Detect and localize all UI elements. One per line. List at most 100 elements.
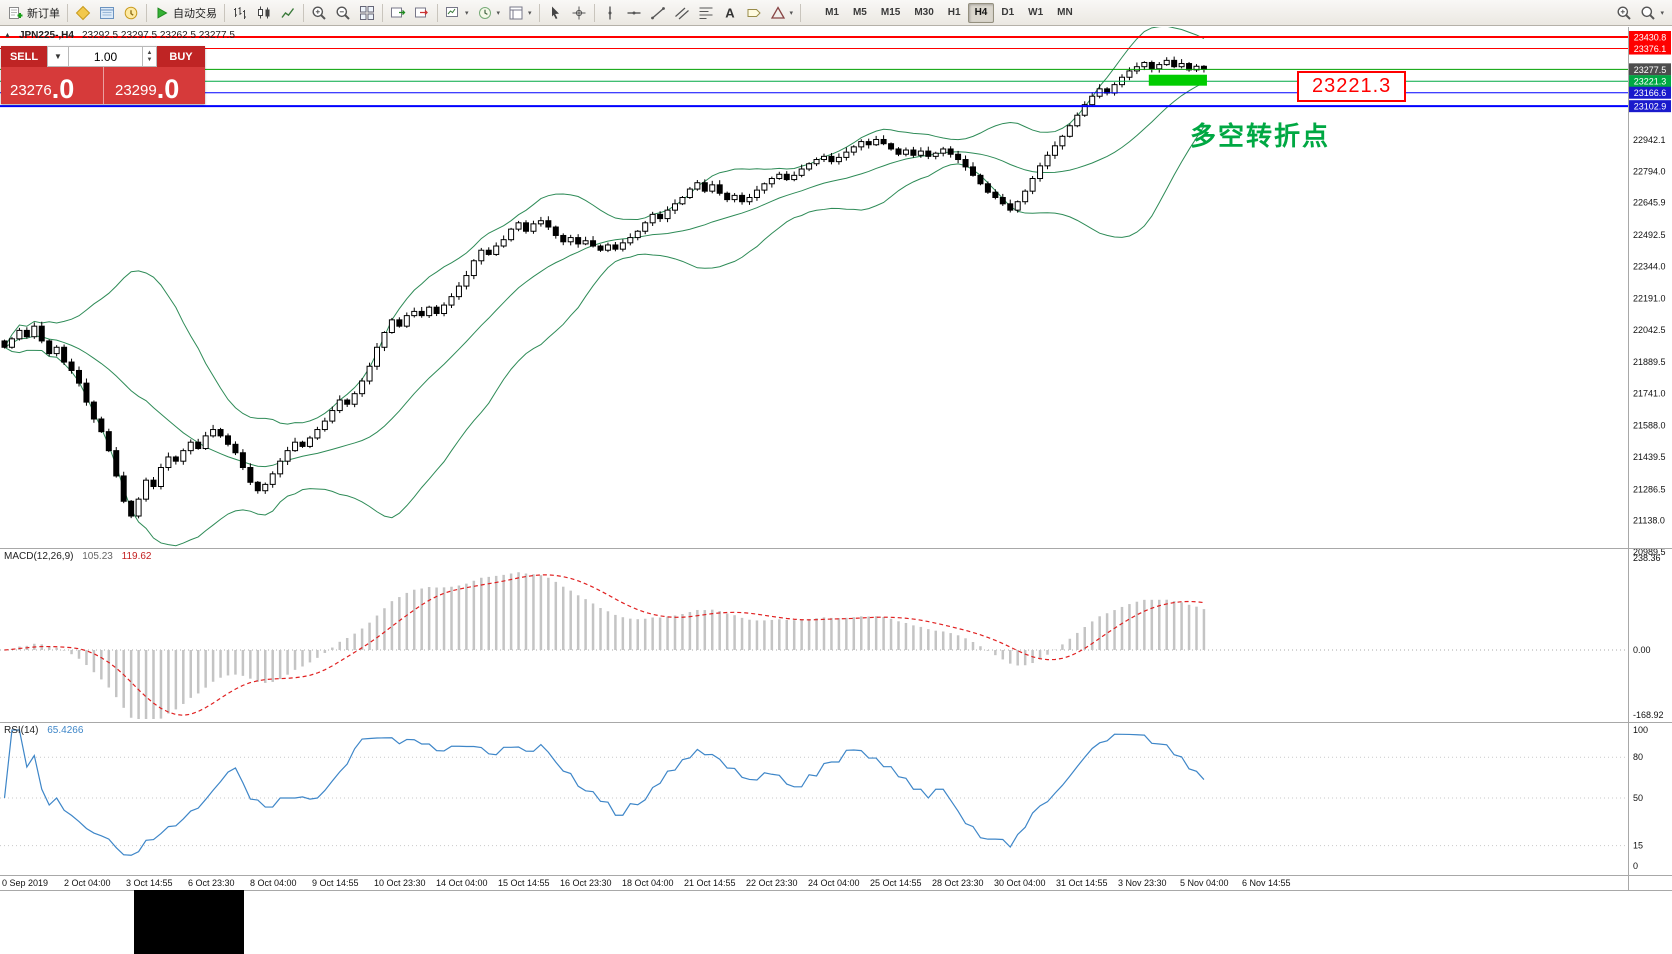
svg-text:100: 100 xyxy=(1633,725,1648,735)
shapes-icon xyxy=(770,5,786,21)
svg-text:21741.0: 21741.0 xyxy=(1633,388,1666,398)
svg-text:21 Oct 14:55: 21 Oct 14:55 xyxy=(684,878,736,888)
tile-windows-button[interactable] xyxy=(355,2,379,24)
vertical-line-button[interactable] xyxy=(598,2,622,24)
macd-signal-line xyxy=(4,574,1205,716)
svg-text:23221.3: 23221.3 xyxy=(1634,77,1667,87)
autoscroll-button[interactable] xyxy=(386,2,410,24)
indicators-button[interactable]: ▾ xyxy=(441,2,473,24)
text-button[interactable]: A xyxy=(718,2,742,24)
line-chart-button[interactable] xyxy=(276,2,300,24)
one-click-toggle[interactable]: ▲ xyxy=(4,32,11,39)
timeframe-button-d1[interactable]: D1 xyxy=(1001,6,1015,18)
chart-shift-button[interactable] xyxy=(410,2,434,24)
timeframe-button-w1[interactable]: W1 xyxy=(1028,6,1044,18)
symbol-info-bar: ▲ JPN225-,H4 23292.5 23297.5 23262.5 232… xyxy=(4,30,235,41)
svg-text:14 Oct 04:00: 14 Oct 04:00 xyxy=(436,878,488,888)
timeframe-button-m5[interactable]: M5 xyxy=(852,6,867,18)
highlight-zone[interactable] xyxy=(1148,74,1207,86)
toolbar-separator xyxy=(303,3,304,22)
periods-button[interactable]: ▾ xyxy=(473,2,505,24)
time-axis: 0 Sep 2019 2 Oct 04:00 3 Oct 14:55 6 Oct 23… xyxy=(2,878,1291,888)
channel-icon xyxy=(674,5,690,21)
crosshair-button[interactable] xyxy=(567,2,591,24)
svg-text:16 Oct 23:30: 16 Oct 23:30 xyxy=(560,878,612,888)
macd-main-value: 105.23 xyxy=(82,551,113,562)
toolbar-separator xyxy=(800,3,802,22)
spinner-down-icon: ▼ xyxy=(146,56,153,63)
fibonacci-button[interactable] xyxy=(694,2,718,24)
macd-indicator-label: MACD(12,26,9) 105.23 119.62 xyxy=(4,551,151,562)
turning-point-annotation[interactable]: 多空转折点 xyxy=(1190,121,1331,151)
horizontal-line-button[interactable] xyxy=(622,2,646,24)
buy-price-button[interactable]: 23299 .0 xyxy=(103,67,205,104)
svg-text:8 Oct 04:00: 8 Oct 04:00 xyxy=(250,878,297,888)
toolbar-right-group: ▾ xyxy=(1612,2,1668,24)
svg-text:25 Oct 14:55: 25 Oct 14:55 xyxy=(870,878,922,888)
timeframe-button-m30[interactable]: M30 xyxy=(914,6,934,18)
label-icon xyxy=(746,5,762,21)
vline-icon xyxy=(602,5,618,21)
trendline-button[interactable] xyxy=(646,2,670,24)
toolbar-group xyxy=(543,0,591,25)
svg-text:3 Nov 23:30: 3 Nov 23:30 xyxy=(1118,878,1167,888)
zoom-in-icon xyxy=(1616,5,1632,21)
channel-button[interactable] xyxy=(670,2,694,24)
timeframe-button-h4[interactable]: H4 xyxy=(967,2,995,23)
new-order-button[interactable]: 新订单 xyxy=(4,2,64,24)
buy-button[interactable]: BUY xyxy=(157,46,205,67)
autotrading-button[interactable]: 自动交易 xyxy=(150,2,221,24)
label-button[interactable] xyxy=(742,2,766,24)
cursor-button[interactable] xyxy=(543,2,567,24)
timeframe-button-m1[interactable]: M1 xyxy=(825,6,839,18)
toolbar-group xyxy=(228,0,300,25)
sell-price-button[interactable]: 23276 .0 xyxy=(1,67,103,104)
toolbar-group: 自动交易 xyxy=(150,0,221,25)
price-level-lines xyxy=(0,36,1628,108)
candlestick-button[interactable] xyxy=(252,2,276,24)
data-window-button[interactable] xyxy=(95,2,119,24)
svg-text:21138.0: 21138.0 xyxy=(1633,516,1665,526)
volume-input[interactable] xyxy=(69,46,143,67)
sell-price-main: 23276 xyxy=(10,82,52,99)
toolbar-separator xyxy=(593,3,595,22)
svg-text:18 Oct 04:00: 18 Oct 04:00 xyxy=(622,878,674,888)
zoom-in-button[interactable] xyxy=(307,2,331,24)
svg-text:22794.0: 22794.0 xyxy=(1633,166,1666,176)
volume-spinner[interactable]: ▲ ▼ xyxy=(143,46,157,67)
chevron-down-icon: ▾ xyxy=(528,9,532,17)
svg-text:3 Oct 14:55: 3 Oct 14:55 xyxy=(126,878,173,888)
bollinger-middle xyxy=(4,82,1205,468)
svg-text:0.00: 0.00 xyxy=(1633,645,1651,655)
bottom-black-region xyxy=(134,890,244,954)
toolbar-button-label: 自动交易 xyxy=(173,7,217,20)
navigator-button[interactable] xyxy=(119,2,143,24)
svg-text:30 Oct 04:00: 30 Oct 04:00 xyxy=(994,878,1046,888)
quick-search-button[interactable]: ▾ xyxy=(1636,2,1668,24)
cursor-icon xyxy=(547,5,563,21)
sell-button[interactable]: SELL xyxy=(1,46,47,67)
toolbar-separator xyxy=(67,3,68,22)
shapes-button[interactable]: ▾ xyxy=(766,2,798,24)
svg-text:22942.1: 22942.1 xyxy=(1633,135,1666,145)
toolbar-group xyxy=(71,0,143,25)
text-icon: A xyxy=(722,5,738,21)
svg-text:21889.5: 21889.5 xyxy=(1633,357,1666,367)
svg-text:10 Oct 23:30: 10 Oct 23:30 xyxy=(374,878,426,888)
price-annotation-box[interactable]: 23221.3 xyxy=(1297,71,1407,102)
market-watch-button[interactable] xyxy=(71,2,95,24)
timeframe-button-m15[interactable]: M15 xyxy=(880,6,901,18)
timeframe-button-h1[interactable]: H1 xyxy=(947,6,961,18)
volume-dropdown-button[interactable]: ▼ xyxy=(47,46,69,67)
ohlc-values: 23292.5 23297.5 23262.5 23277.5 xyxy=(81,30,235,41)
ohlc-bars-button[interactable] xyxy=(228,2,252,24)
timeframe-button-mn[interactable]: MN xyxy=(1057,6,1073,18)
templates-button[interactable]: ▾ xyxy=(504,2,536,24)
symbol-search-button[interactable] xyxy=(1612,2,1636,24)
svg-text:2 Oct 04:00: 2 Oct 04:00 xyxy=(64,878,111,888)
toolbar-group: ▾ ▾ ▾ xyxy=(441,0,536,25)
zoom-out-button[interactable] xyxy=(331,2,355,24)
toolbar-group: 新订单 xyxy=(4,0,64,25)
crosshair-icon xyxy=(571,5,587,21)
